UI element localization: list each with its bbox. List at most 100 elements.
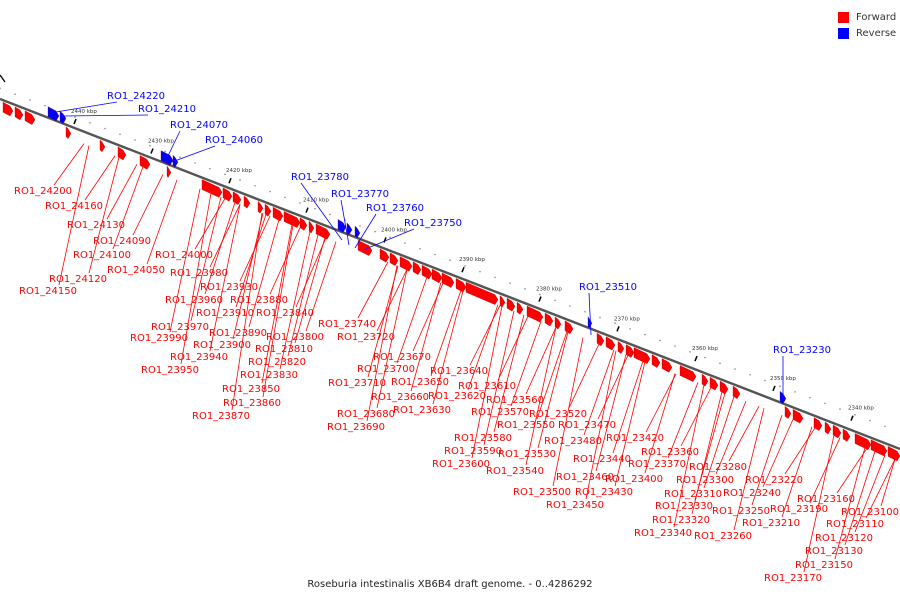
forward-gene [389,252,399,266]
scale-dot [329,213,331,216]
leader-line [762,419,794,488]
forward-gene [701,373,709,387]
forward-gene [633,347,651,364]
gene-label: RO1_23580 [454,433,512,444]
reverse-gene [337,219,347,233]
gene-label: RO1_23630 [393,405,451,416]
kbp-tick-label: 2340 kbp [848,406,874,412]
gene-label: RO1_23400 [605,474,663,485]
gene-label: RO1_23370 [628,459,686,470]
leader-line [55,101,118,113]
leader-line [483,310,515,446]
leader-line [412,283,444,352]
forward-gene [139,155,151,170]
gene-label: RO1_23710 [328,378,386,389]
kbp-tick [73,118,77,125]
gene-label: RO1_23970 [151,322,209,333]
kbp-tick-label: 2380 kbp [536,287,562,293]
scale-dot [704,356,706,359]
scale-dot [284,196,286,199]
gene-label: RO1_23440 [573,454,631,465]
leader-line [585,350,617,500]
leader-line [680,387,712,447]
scale-dot [719,362,721,365]
forward-gene [854,433,872,450]
leader-line [194,198,226,250]
gene-label: RO1_23510 [579,282,637,293]
kbp-tick [383,237,387,243]
gene-label: RO1_23250 [712,506,770,517]
gene-label: RO1_23880 [230,295,288,306]
forward-gene [65,126,72,139]
leader-line [366,265,398,422]
kbp-tick [228,177,232,184]
forward-gene [526,305,544,323]
scale-dot [419,247,421,250]
leader-line [362,228,415,251]
gene-label: RO1_23650 [391,377,449,388]
forward-gene [421,264,433,280]
scale-dot [404,242,406,244]
scale-dot [239,179,241,181]
scale-dot [209,167,211,170]
scale-dot [584,310,586,313]
forward-gene [719,380,729,395]
scale-dot [869,419,871,422]
gene-label: RO1_23690 [327,422,385,433]
leader-line [169,188,201,333]
gene-label: RO1_24090 [93,236,151,247]
leader-line [880,458,896,507]
leader-line [537,331,569,449]
forward-gene [564,320,574,335]
leader-line [803,435,835,573]
gene-label: RO1_23700 [357,364,415,375]
gene-label: RO1_23280 [689,462,747,473]
scale-dot [44,104,46,107]
gene-label: RO1_23210 [742,518,800,529]
scale-dot [299,202,301,204]
forward-gene [257,200,264,214]
gene-label: RO1_23340 [634,528,692,539]
gene-label: RO1_24130 [67,220,125,231]
reverse-gene [354,225,361,239]
gene-label: RO1_23740 [318,319,376,330]
scale-dot [614,322,616,325]
gene-label: RO1_23240 [723,488,781,499]
forward-gene [824,421,832,435]
scale-dot [494,276,496,279]
kbp-tick-label: 2400 kbp [381,227,407,233]
gene-label: RO1_23570 [471,407,529,418]
forward-gene [431,268,443,284]
gene-label: RO1_23150 [795,560,853,571]
leader-line [703,396,735,489]
leader-line [396,276,428,364]
gene-label: RO1_23560 [486,395,544,406]
gene-label: RO1_23550 [497,420,555,431]
forward-gene [596,332,605,347]
forward-gene [2,101,14,117]
gene-label: RO1_23260 [694,531,752,542]
leader-line [165,130,181,161]
leader-line [354,213,377,249]
gene-label: RO1_23160 [797,494,855,505]
scale-dot [764,379,766,382]
gene-label: RO1_23220 [745,475,803,486]
forward-gene [605,336,616,351]
scale-dot [194,162,196,164]
scale-dot [389,236,391,239]
forward-gene [14,106,24,121]
leader-line [536,331,568,420]
kbp-tick-label: 2430 kbp [148,138,174,144]
leader-line [715,400,747,475]
forward-gene [357,239,373,256]
gene-label: RO1_23330 [655,501,713,512]
scale-dot [254,184,256,187]
scale-dot [314,207,316,210]
gene-label: RO1_23130 [805,546,863,557]
leader-line [63,114,149,117]
forward-gene [201,179,223,198]
forward-gene [617,341,625,354]
gene-label: RO1_23800 [266,332,324,343]
scale-dot [734,368,736,370]
gene-label: RO1_23520 [529,409,587,420]
